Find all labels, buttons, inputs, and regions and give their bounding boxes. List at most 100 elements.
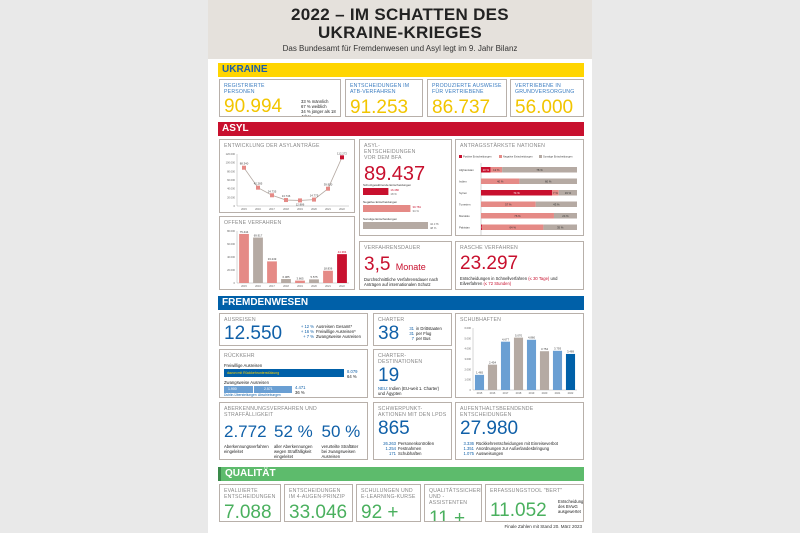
data-label: 88.340 [240, 162, 249, 166]
box-value: 11 + 16 [429, 508, 466, 522]
bar-segment [535, 201, 577, 207]
segment-label: 40 % [497, 179, 504, 183]
bar-segment [481, 167, 491, 173]
box-label: Schulungen und E-Learning-Kurse [361, 488, 416, 500]
y-tick-label: 0 [234, 204, 236, 208]
item-text: in Drittstaaten [416, 326, 442, 331]
list-item: 171 Schubhaften [378, 451, 447, 456]
bar [500, 341, 511, 390]
t: Indien (EU-weit 1. Charter) und Ägypten [378, 386, 439, 396]
bar [337, 254, 347, 283]
t: Entscheidungen in Schnellverfahren [460, 276, 528, 281]
item-text: Schubhaften [398, 451, 422, 456]
box-value: 56.000 [515, 97, 574, 117]
data-point [242, 165, 246, 170]
data-label: 2.454 [489, 360, 496, 364]
item-text: per Bus [416, 336, 431, 341]
category-label: Negative Entscheidungen [363, 200, 398, 204]
bar [267, 261, 277, 283]
data-label: 69.917 [254, 233, 263, 237]
nationen-chart-box: Antragsstärkste Nationen Positive Entsch… [455, 139, 584, 236]
x-tick-label: 2017 [503, 391, 509, 395]
y-tick-label: 60.000 [227, 242, 235, 246]
data-label: 14.775 [310, 194, 319, 198]
segment-label: 35 % [557, 225, 564, 229]
stat: 2.772 Aberkennungsverfahren eingeleitet [224, 419, 269, 459]
bar [281, 279, 291, 283]
schwerpunkt-list: 26.263 Personenkontrollen 1.254 Festnahmen 1… [378, 441, 447, 456]
data-label: 42.176 [430, 222, 439, 226]
item-text: Freiwillige Ausreisen* [316, 329, 356, 334]
box-value: 33.046 [289, 502, 348, 522]
chart-title: Offene Verfahren [224, 220, 282, 226]
share-label: 48 % [430, 226, 437, 230]
section-ukraine: UKRAINE [218, 63, 584, 77]
ukraine-box-atb: Entscheidungen im ATB-Verfahren 91.253 [345, 79, 423, 117]
data-label: 44.384 [338, 250, 347, 254]
chart-title: Schubhaften [460, 317, 502, 323]
legend-label: Positive Entscheidungen [463, 155, 492, 159]
chart-title: Antragsstärkste Nationen [460, 143, 546, 149]
box-note: Entscheidungen des BVwG ausgewertet [558, 499, 584, 514]
item-value: 26.263 [383, 441, 396, 446]
data-point [270, 193, 274, 198]
item-text: Zwangsweise Ausreisen [316, 334, 361, 339]
rasche-verfahren-box: Rasche Verfahren 23.297 Entscheidungen i… [455, 241, 584, 290]
freiwillig-value: 8.079 64 % [347, 369, 357, 379]
box-value: 7.088 [224, 502, 272, 522]
chart-title: Entwicklung der Asylanträge [224, 143, 320, 149]
data-point [326, 186, 330, 191]
list-item: 31 per Flug [408, 331, 442, 336]
stat: 50 % verurteilte Straftäter bei zwangswei… [322, 419, 364, 459]
freiwillig-label: Freiwillige Ausreisen [224, 363, 263, 368]
data-label: 3.793 [554, 347, 561, 351]
x-tick-label: 2019 [297, 207, 303, 211]
freiwillig-bar: davon mit Rückkehrunterstützung [224, 369, 344, 377]
data-label: 12.886 [296, 202, 305, 206]
list-item: 26.263 Personenkontrollen [378, 441, 447, 446]
segment-label: 74 % [513, 191, 520, 195]
bar [363, 188, 389, 195]
ukraine-box-ausweise: Produzierte Ausweise für Vertriebene 86.7… [427, 79, 507, 117]
box-label: Asyl-Entscheidungen vor dem BFA [364, 143, 416, 161]
data-label: 24.735 [268, 189, 277, 193]
t: (≤ 30 Tage) [528, 276, 550, 281]
box-label: Rasche Verfahren [460, 245, 518, 251]
box-label: Ausreisen [224, 317, 256, 323]
data-point [312, 197, 316, 202]
y-tick-label: 20.000 [227, 195, 235, 199]
box-label: Charter [378, 317, 405, 323]
list-item: 3.336 Rückkehrentscheidungen mit Einreise… [460, 441, 579, 446]
y-tick-label: 5.000 [465, 336, 472, 340]
bar [474, 374, 485, 390]
bar-segment [558, 190, 577, 196]
ukraine-box-registered: Registrierte Personen 90.994 33 % männli… [219, 79, 341, 117]
y-tick-label: 6.000 [465, 326, 472, 330]
x-tick-label: 2021 [325, 207, 331, 211]
data-label: 75.444 [240, 230, 249, 234]
data-point [340, 155, 344, 160]
box-label: Rückkehr [224, 353, 255, 359]
abschiebung-label: Abschiebungen [258, 393, 281, 397]
data-label: 112.272 [337, 151, 347, 155]
item-text: Ausweisungen [476, 451, 504, 456]
x-tick-label: 2016 [255, 207, 261, 211]
item-value: 7 [411, 336, 414, 341]
bar-segment [490, 167, 503, 173]
x-tick-label: 2018 [283, 207, 289, 211]
bar [363, 222, 428, 229]
quality-box: Qualitätssicherer und -Assistenten 11 + 1… [424, 484, 482, 522]
aberkennung-box: Aberkennungsverfahren und Straffälligkei… [219, 402, 368, 460]
schubhaften-box: Schubhaften 0 1.000 2.000 3.000 4.000 5.000 6.… [455, 313, 584, 398]
list-item: 1.075 Ausweisungen [460, 451, 579, 456]
t: 4.471 [295, 385, 306, 390]
duration: 3,5 Monate [364, 255, 447, 277]
x-tick-label: 2015 [241, 207, 247, 211]
box-label: Qualitätssicherer und -Assistenten [429, 488, 481, 506]
list-item: + 7 % Zwangsweise Ausreisen [300, 334, 361, 339]
item-value: + 16 % [300, 329, 314, 334]
data-label: 16.480 [390, 188, 399, 192]
y-tick-label: 0 [234, 281, 236, 285]
x-tick-label: 2020 [542, 391, 548, 395]
bar [253, 237, 263, 283]
